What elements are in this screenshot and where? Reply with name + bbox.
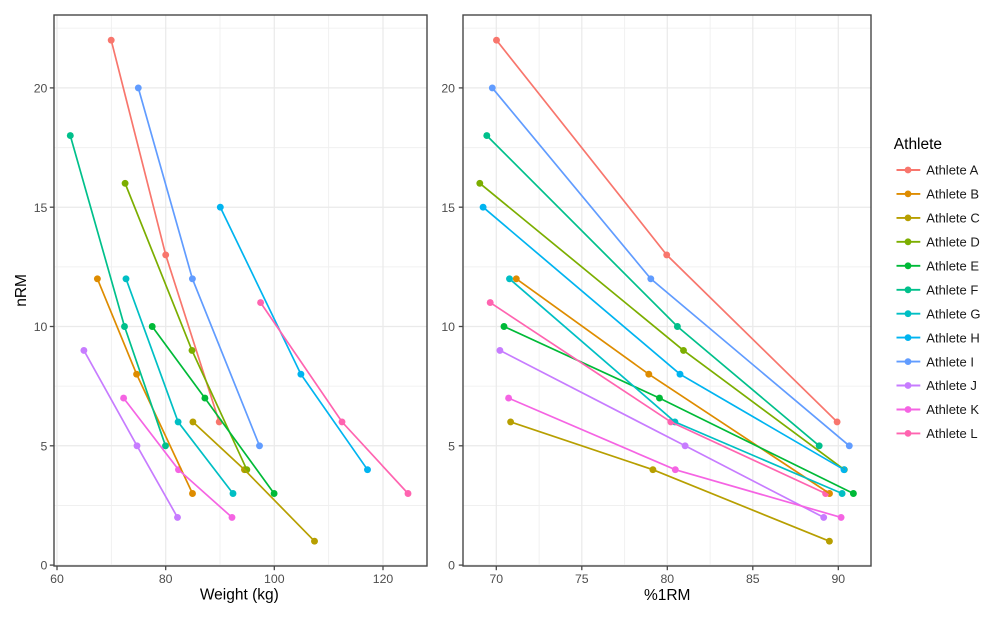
svg-text:90: 90 [831, 572, 845, 586]
svg-text:80: 80 [159, 572, 173, 586]
svg-text:75: 75 [575, 572, 589, 586]
svg-text:0: 0 [448, 559, 455, 573]
svg-text:nRM: nRM [13, 274, 30, 307]
svg-text:80: 80 [660, 572, 674, 586]
svg-text:5: 5 [41, 439, 48, 453]
svg-text:10: 10 [441, 320, 455, 334]
svg-text:60: 60 [50, 572, 64, 586]
svg-text:Athlete: Athlete [894, 136, 942, 153]
svg-text:%1RM: %1RM [644, 587, 691, 604]
svg-text:Athlete K: Athlete K [926, 402, 979, 417]
svg-text:15: 15 [441, 201, 455, 215]
svg-text:Athlete H: Athlete H [926, 330, 979, 345]
svg-text:Athlete E: Athlete E [926, 259, 979, 274]
svg-text:0: 0 [41, 559, 48, 573]
svg-text:Athlete L: Athlete L [926, 426, 977, 441]
svg-text:70: 70 [489, 572, 503, 586]
svg-text:Athlete B: Athlete B [926, 187, 979, 202]
svg-text:5: 5 [448, 439, 455, 453]
svg-text:Athlete F: Athlete F [926, 282, 978, 297]
svg-text:120: 120 [373, 572, 394, 586]
svg-text:Athlete C: Athlete C [926, 211, 979, 226]
svg-text:Athlete J: Athlete J [926, 378, 977, 393]
svg-text:Athlete A: Athlete A [926, 163, 978, 178]
svg-text:Athlete D: Athlete D [926, 235, 979, 250]
svg-text:Weight (kg): Weight (kg) [200, 586, 279, 603]
svg-text:Athlete I: Athlete I [926, 354, 974, 369]
svg-text:Athlete G: Athlete G [926, 306, 980, 321]
svg-text:100: 100 [264, 572, 285, 586]
svg-text:20: 20 [34, 82, 48, 96]
svg-text:85: 85 [746, 572, 760, 586]
svg-text:15: 15 [34, 201, 48, 215]
svg-text:20: 20 [441, 82, 455, 96]
svg-text:10: 10 [34, 320, 48, 334]
